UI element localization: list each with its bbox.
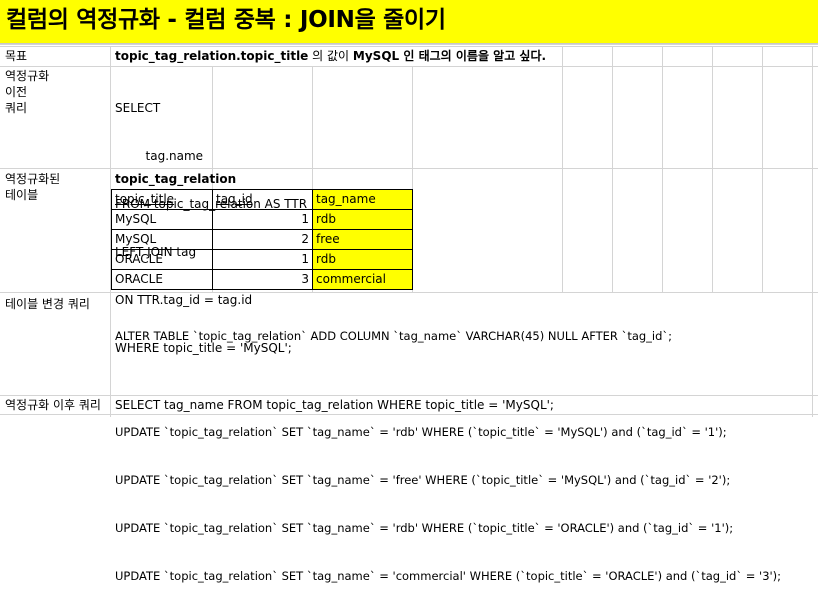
query-line: UPDATE `topic_tag_relation` SET `tag_nam…: [115, 521, 734, 535]
header-tag-name[interactable]: tag_name: [312, 189, 413, 210]
query-line: [115, 376, 781, 392]
query-line: ON TTR.tag_id = tag.id: [115, 293, 253, 307]
grid-line: [312, 66, 313, 292]
goal-text: topic_tag_relation.topic_title 의 값이 MySQ…: [115, 48, 546, 64]
grid-line: [0, 168, 818, 169]
denorm-table-label: 역정규화된 테이블: [5, 171, 60, 203]
cell-tag-id[interactable]: 2: [212, 229, 313, 250]
goal-value: MySQL: [352, 49, 400, 63]
query-line: tag.name: [115, 149, 204, 163]
table-name: topic_tag_relation: [115, 172, 237, 186]
grid-line: [762, 46, 763, 292]
goal-end: 인 태그의 이름을 알고 싶다.: [399, 49, 547, 63]
cell-topic-title[interactable]: MySQL: [111, 209, 213, 230]
cell-topic-title[interactable]: ORACLE: [111, 249, 213, 270]
after-query-label: 역정규화 이후 쿼리: [5, 398, 101, 412]
table-row: MySQL 1 rdb: [111, 209, 413, 230]
alter-query-text: ALTER TABLE `topic_tag_relation` ADD COL…: [115, 296, 781, 616]
query-line: UPDATE `topic_tag_relation` SET `tag_nam…: [115, 473, 731, 487]
label-line: 테이블: [5, 188, 39, 202]
cell-tag-id[interactable]: 1: [212, 209, 313, 230]
label-line: 쿼리: [5, 101, 28, 115]
label-line: 역정규화된: [5, 172, 61, 186]
goal-label: 목표: [5, 49, 28, 63]
title-row[interactable]: 컬럼의 역정규화 - 컬럼 중복 : JOIN을 줄이기: [0, 0, 818, 44]
grid-line: [712, 46, 713, 292]
query-line: ALTER TABLE `topic_tag_relation` ADD COL…: [115, 329, 673, 343]
query-line: UPDATE `topic_tag_relation` SET `tag_nam…: [115, 425, 727, 439]
cell-tag-name[interactable]: commercial: [312, 269, 413, 290]
grid-line: [612, 46, 613, 292]
before-query-label: 역정규화 이전 쿼리: [5, 68, 49, 116]
goal-mid: 의 값이: [308, 49, 353, 63]
grid-line: [0, 414, 818, 415]
table-header-row: topic_title tag_id tag_name: [111, 189, 413, 210]
grid-line: [0, 395, 818, 396]
header-topic-title[interactable]: topic_title: [111, 189, 213, 210]
grid-line: [0, 292, 818, 293]
spreadsheet: 컬럼의 역정규화 - 컬럼 중복 : JOIN을 줄이기 목표 topic_ta…: [0, 0, 818, 583]
grid-line: [110, 46, 111, 417]
alter-query-label: 테이블 변경 쿼리: [5, 297, 90, 311]
cell-topic-title[interactable]: ORACLE: [111, 269, 213, 290]
grid-line: [812, 46, 813, 417]
after-query-text: SELECT tag_name FROM topic_tag_relation …: [115, 398, 554, 412]
cell-tag-name[interactable]: free: [312, 229, 413, 250]
cell-tag-name[interactable]: rdb: [312, 209, 413, 230]
table-row: MySQL 2 free: [111, 229, 413, 250]
table-row: ORACLE 1 rdb: [111, 249, 413, 270]
grid-line: [562, 46, 563, 292]
denorm-table: topic_title tag_id tag_name MySQL 1 rdb …: [111, 189, 413, 290]
label-line: 이전: [5, 85, 28, 99]
page-title: 컬럼의 역정규화 - 컬럼 중복 : JOIN을 줄이기: [6, 7, 446, 33]
query-line: WHERE topic_title = 'MySQL';: [115, 341, 292, 355]
grid-line: [662, 46, 663, 292]
query-line: UPDATE `topic_tag_relation` SET `tag_nam…: [115, 569, 782, 583]
grid-line: [212, 66, 213, 292]
cell-topic-title[interactable]: MySQL: [111, 229, 213, 250]
cell-tag-id[interactable]: 3: [212, 269, 313, 290]
table-row: ORACLE 3 commercial: [111, 269, 413, 290]
grid-line: [412, 66, 413, 292]
cell-tag-name[interactable]: rdb: [312, 249, 413, 270]
query-line: SELECT: [115, 101, 161, 115]
grid-line: [0, 44, 818, 45]
label-line: 역정규화: [5, 69, 50, 83]
goal-field: topic_tag_relation.topic_title: [115, 49, 309, 63]
grid-line: [0, 46, 818, 47]
header-tag-id[interactable]: tag_id: [212, 189, 313, 210]
cell-tag-id[interactable]: 1: [212, 249, 313, 270]
grid-line: [0, 66, 818, 67]
